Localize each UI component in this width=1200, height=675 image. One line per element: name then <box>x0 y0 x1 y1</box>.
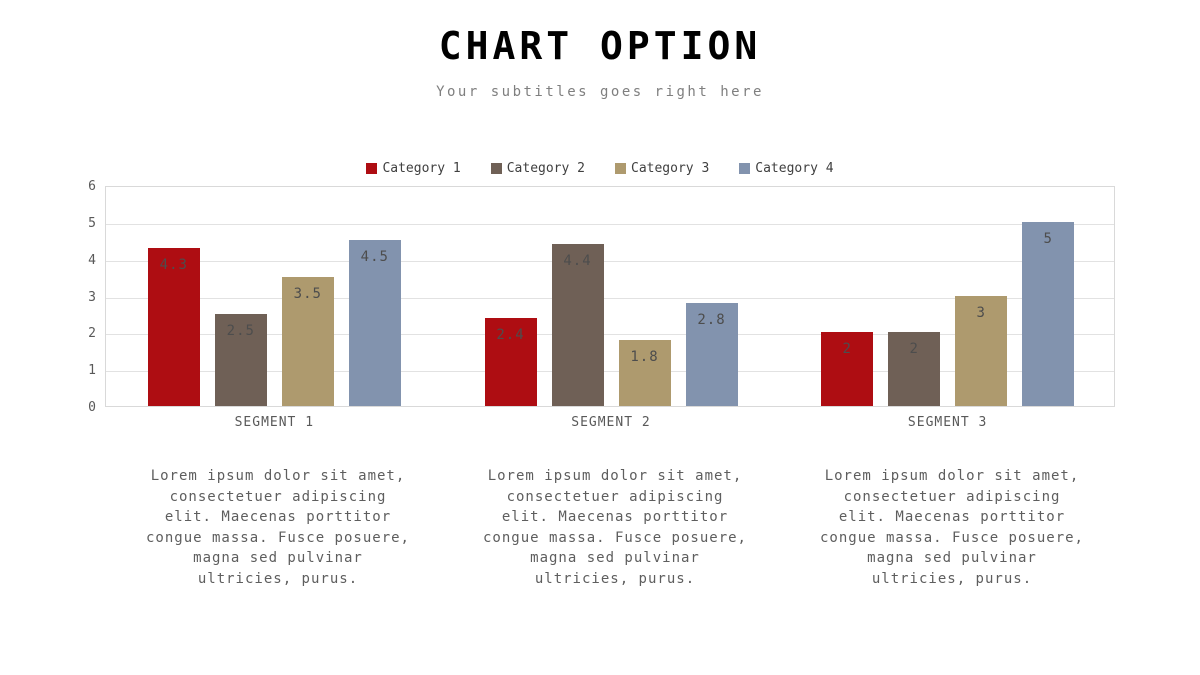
bar-category-4-segment-3 <box>1022 221 1075 406</box>
bar-category-3-segment-2 <box>618 339 671 406</box>
bar-category-3-segment-1 <box>281 277 334 406</box>
bar-category-1-segment-2 <box>484 317 537 406</box>
bar-category-1-segment-1 <box>147 247 200 406</box>
gridline-y-1 <box>106 371 1114 373</box>
bar-category-1-segment-3 <box>821 332 874 406</box>
bar-category-2-segment-3 <box>888 332 941 406</box>
legend-label: Category 2 <box>506 161 585 176</box>
segment-1-description: Lorem ipsum dolor sit amet, consectetuer… <box>145 468 410 587</box>
x-axis-label-segment-1: SEGMENT 1 <box>234 415 315 430</box>
page-title: CHART OPTION <box>438 24 762 68</box>
bar-chart-plot-area: 0 1 2 3 4 5 6 4.3 2.4 2 2.5 4.4 2 3.5 1.8 3 4.5 2.8 5 SEGME… <box>88 179 1115 430</box>
y-axis-tick-label-2: 2 <box>88 326 96 342</box>
bar-value-label: 3.5 <box>293 286 322 303</box>
bar-value-label: 2 <box>842 341 852 358</box>
page-subtitle: Your subtitles goes right here <box>436 84 764 100</box>
bar-value-label: 4.5 <box>360 249 389 266</box>
bar-value-label: 2 <box>909 341 919 358</box>
legend-label: Category 3 <box>631 161 710 176</box>
legend-label: Category 4 <box>755 161 834 176</box>
bar-value-label: 2.4 <box>496 326 525 343</box>
bar-category-4-segment-2 <box>685 302 738 406</box>
bar-value-label: 2.5 <box>226 322 255 339</box>
legend-swatch-icon <box>366 163 378 174</box>
bar-value-label: 2.8 <box>697 311 726 328</box>
x-axis-label-segment-2: SEGMENT 2 <box>571 415 651 430</box>
bar-value-label: 4.3 <box>159 256 188 273</box>
legend-swatch-icon <box>490 163 502 174</box>
gridline-y-4 <box>106 260 1114 262</box>
gridline-y-5 <box>106 223 1114 225</box>
x-axis-label-segment-3: SEGMENT 3 <box>907 415 988 430</box>
y-axis-tick-label-3: 3 <box>88 289 96 305</box>
y-axis-tick-label-1: 1 <box>88 363 96 379</box>
legend-item-category-1: Category 1 <box>366 161 461 176</box>
legend-swatch-icon <box>739 163 751 174</box>
bar-category-2-segment-1 <box>214 313 267 406</box>
bar-value-label: 3 <box>976 304 986 321</box>
bar-value-label: 5 <box>1043 230 1053 247</box>
legend-item-category-4: Category 4 <box>739 161 834 176</box>
y-axis-tick-label-6: 6 <box>88 179 96 194</box>
legend-label: Category 1 <box>382 161 461 176</box>
y-axis-tick-label-5: 5 <box>88 215 96 231</box>
chart-legend: Category 1 Category 2 Category 3 Category 4 <box>0 161 1200 176</box>
bar-category-3-segment-3 <box>955 295 1008 406</box>
bar-category-2-segment-2 <box>551 243 604 406</box>
legend-swatch-icon <box>615 163 626 174</box>
bar-category-4-segment-1 <box>348 240 401 406</box>
legend-item-category-3: Category 3 <box>615 161 709 176</box>
bar-value-label: 1.8 <box>630 348 659 365</box>
y-axis-tick-label-0: 0 <box>88 400 96 415</box>
segment-3-description: Lorem ipsum dolor sit amet, consectetuer… <box>819 468 1084 587</box>
legend-item-category-2: Category 2 <box>490 161 585 176</box>
segment-2-description: Lorem ipsum dolor sit amet, consectetuer… <box>482 468 747 587</box>
gridline-y-3 <box>106 297 1114 299</box>
y-axis-tick-label-4: 4 <box>88 252 96 268</box>
gridline-y-2 <box>106 334 1114 336</box>
bar-value-label: 4.4 <box>563 252 592 269</box>
